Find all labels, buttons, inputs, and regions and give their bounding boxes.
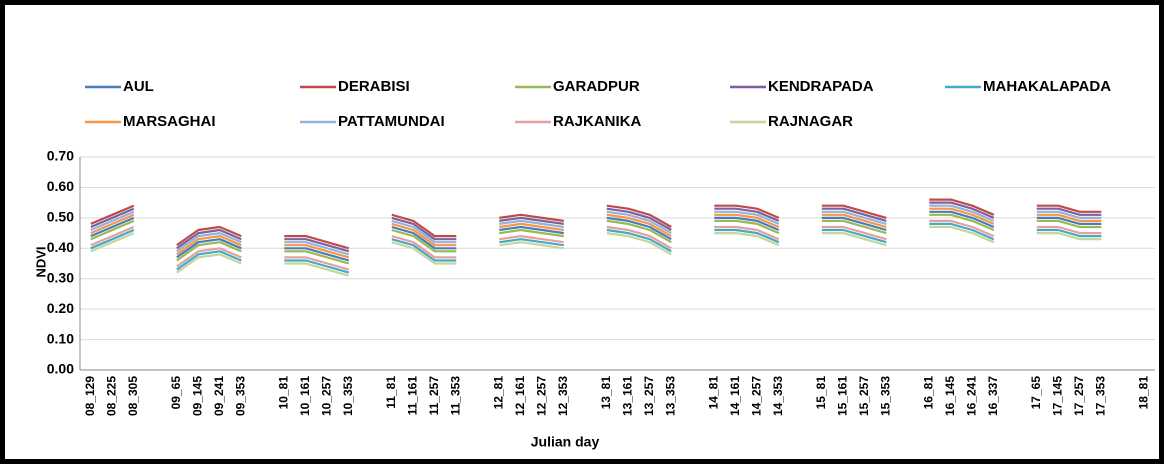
x-tick-label: 14_81 [706, 376, 720, 410]
x-tick-label: 08_305 [126, 376, 140, 416]
x-tick-label: 13_257 [642, 376, 656, 416]
legend-label: RAJNAGAR [768, 113, 853, 130]
y-tick-label: 0.20 [47, 300, 74, 316]
x-tick-label: 14_257 [749, 376, 763, 416]
legend-label: DERABISI [338, 78, 410, 95]
x-tick-label: 16_337 [986, 376, 1000, 416]
x-tick-label: 14_161 [728, 376, 742, 416]
x-tick-label: 16_145 [943, 376, 957, 416]
x-tick-label: 10_81 [276, 376, 290, 410]
x-axis-label: Julian day [531, 434, 600, 450]
x-tick-label: 08_225 [104, 376, 118, 416]
y-tick-label: 0.70 [47, 148, 74, 164]
x-tick-label: 10_257 [319, 376, 333, 416]
x-tick-label: 12_81 [491, 376, 505, 410]
x-tick-label: 18_81 [1136, 376, 1150, 410]
x-tick-label: 17_257 [1072, 376, 1086, 416]
x-tick-label: 09_145 [190, 376, 204, 416]
x-tick-label: 15_353 [878, 376, 892, 416]
y-axis-label: NDVI [33, 246, 48, 277]
y-tick-label: 0.00 [47, 361, 74, 377]
x-tick-label: 17_65 [1029, 376, 1043, 410]
x-tick-label: 13_353 [663, 376, 677, 416]
x-tick-label: 09_65 [169, 376, 183, 410]
x-tick-label: 09_241 [212, 376, 226, 416]
x-tick-label: 12_257 [534, 376, 548, 416]
x-tick-label: 10_161 [298, 376, 312, 416]
legend-label: MAHAKALAPADA [983, 78, 1111, 95]
x-tick-label: 11_161 [405, 376, 419, 416]
x-tick-label: 16_81 [921, 376, 935, 410]
y-tick-label: 0.60 [47, 178, 74, 194]
y-tick-label: 0.10 [47, 330, 74, 346]
x-tick-label: 11_353 [448, 376, 462, 416]
x-tick-label: 11_81 [384, 376, 398, 409]
y-tick-label: 0.50 [47, 209, 74, 225]
x-tick-label: 13_81 [599, 376, 613, 410]
legend-label: PATTAMUNDAI [338, 113, 445, 130]
x-tick-label: 17_145 [1050, 376, 1064, 416]
x-tick-label: 08_129 [83, 376, 97, 416]
legend-label: GARADPUR [553, 78, 640, 95]
x-tick-label: 13_161 [620, 376, 634, 416]
x-tick-label: 10_353 [341, 376, 355, 416]
y-tick-label: 0.40 [47, 239, 74, 255]
x-tick-label: 09_353 [233, 376, 247, 416]
legend-label: KENDRAPADA [768, 78, 874, 95]
legend-label: MARSAGHAI [123, 113, 216, 130]
x-tick-label: 12_353 [556, 376, 570, 416]
x-tick-label: 15_81 [814, 376, 828, 410]
legend-label: AUL [123, 78, 154, 95]
x-tick-label: 17_353 [1093, 376, 1107, 416]
x-tick-label: 11_257 [427, 376, 441, 416]
legend-label: RAJKANIKA [553, 113, 642, 130]
x-tick-label: 16_241 [964, 376, 978, 416]
y-tick-label: 0.30 [47, 269, 74, 285]
x-tick-label: 15_161 [835, 376, 849, 416]
x-tick-label: 14_353 [771, 376, 785, 416]
x-tick-label: 12_161 [513, 376, 527, 416]
x-tick-label: 15_257 [857, 376, 871, 416]
